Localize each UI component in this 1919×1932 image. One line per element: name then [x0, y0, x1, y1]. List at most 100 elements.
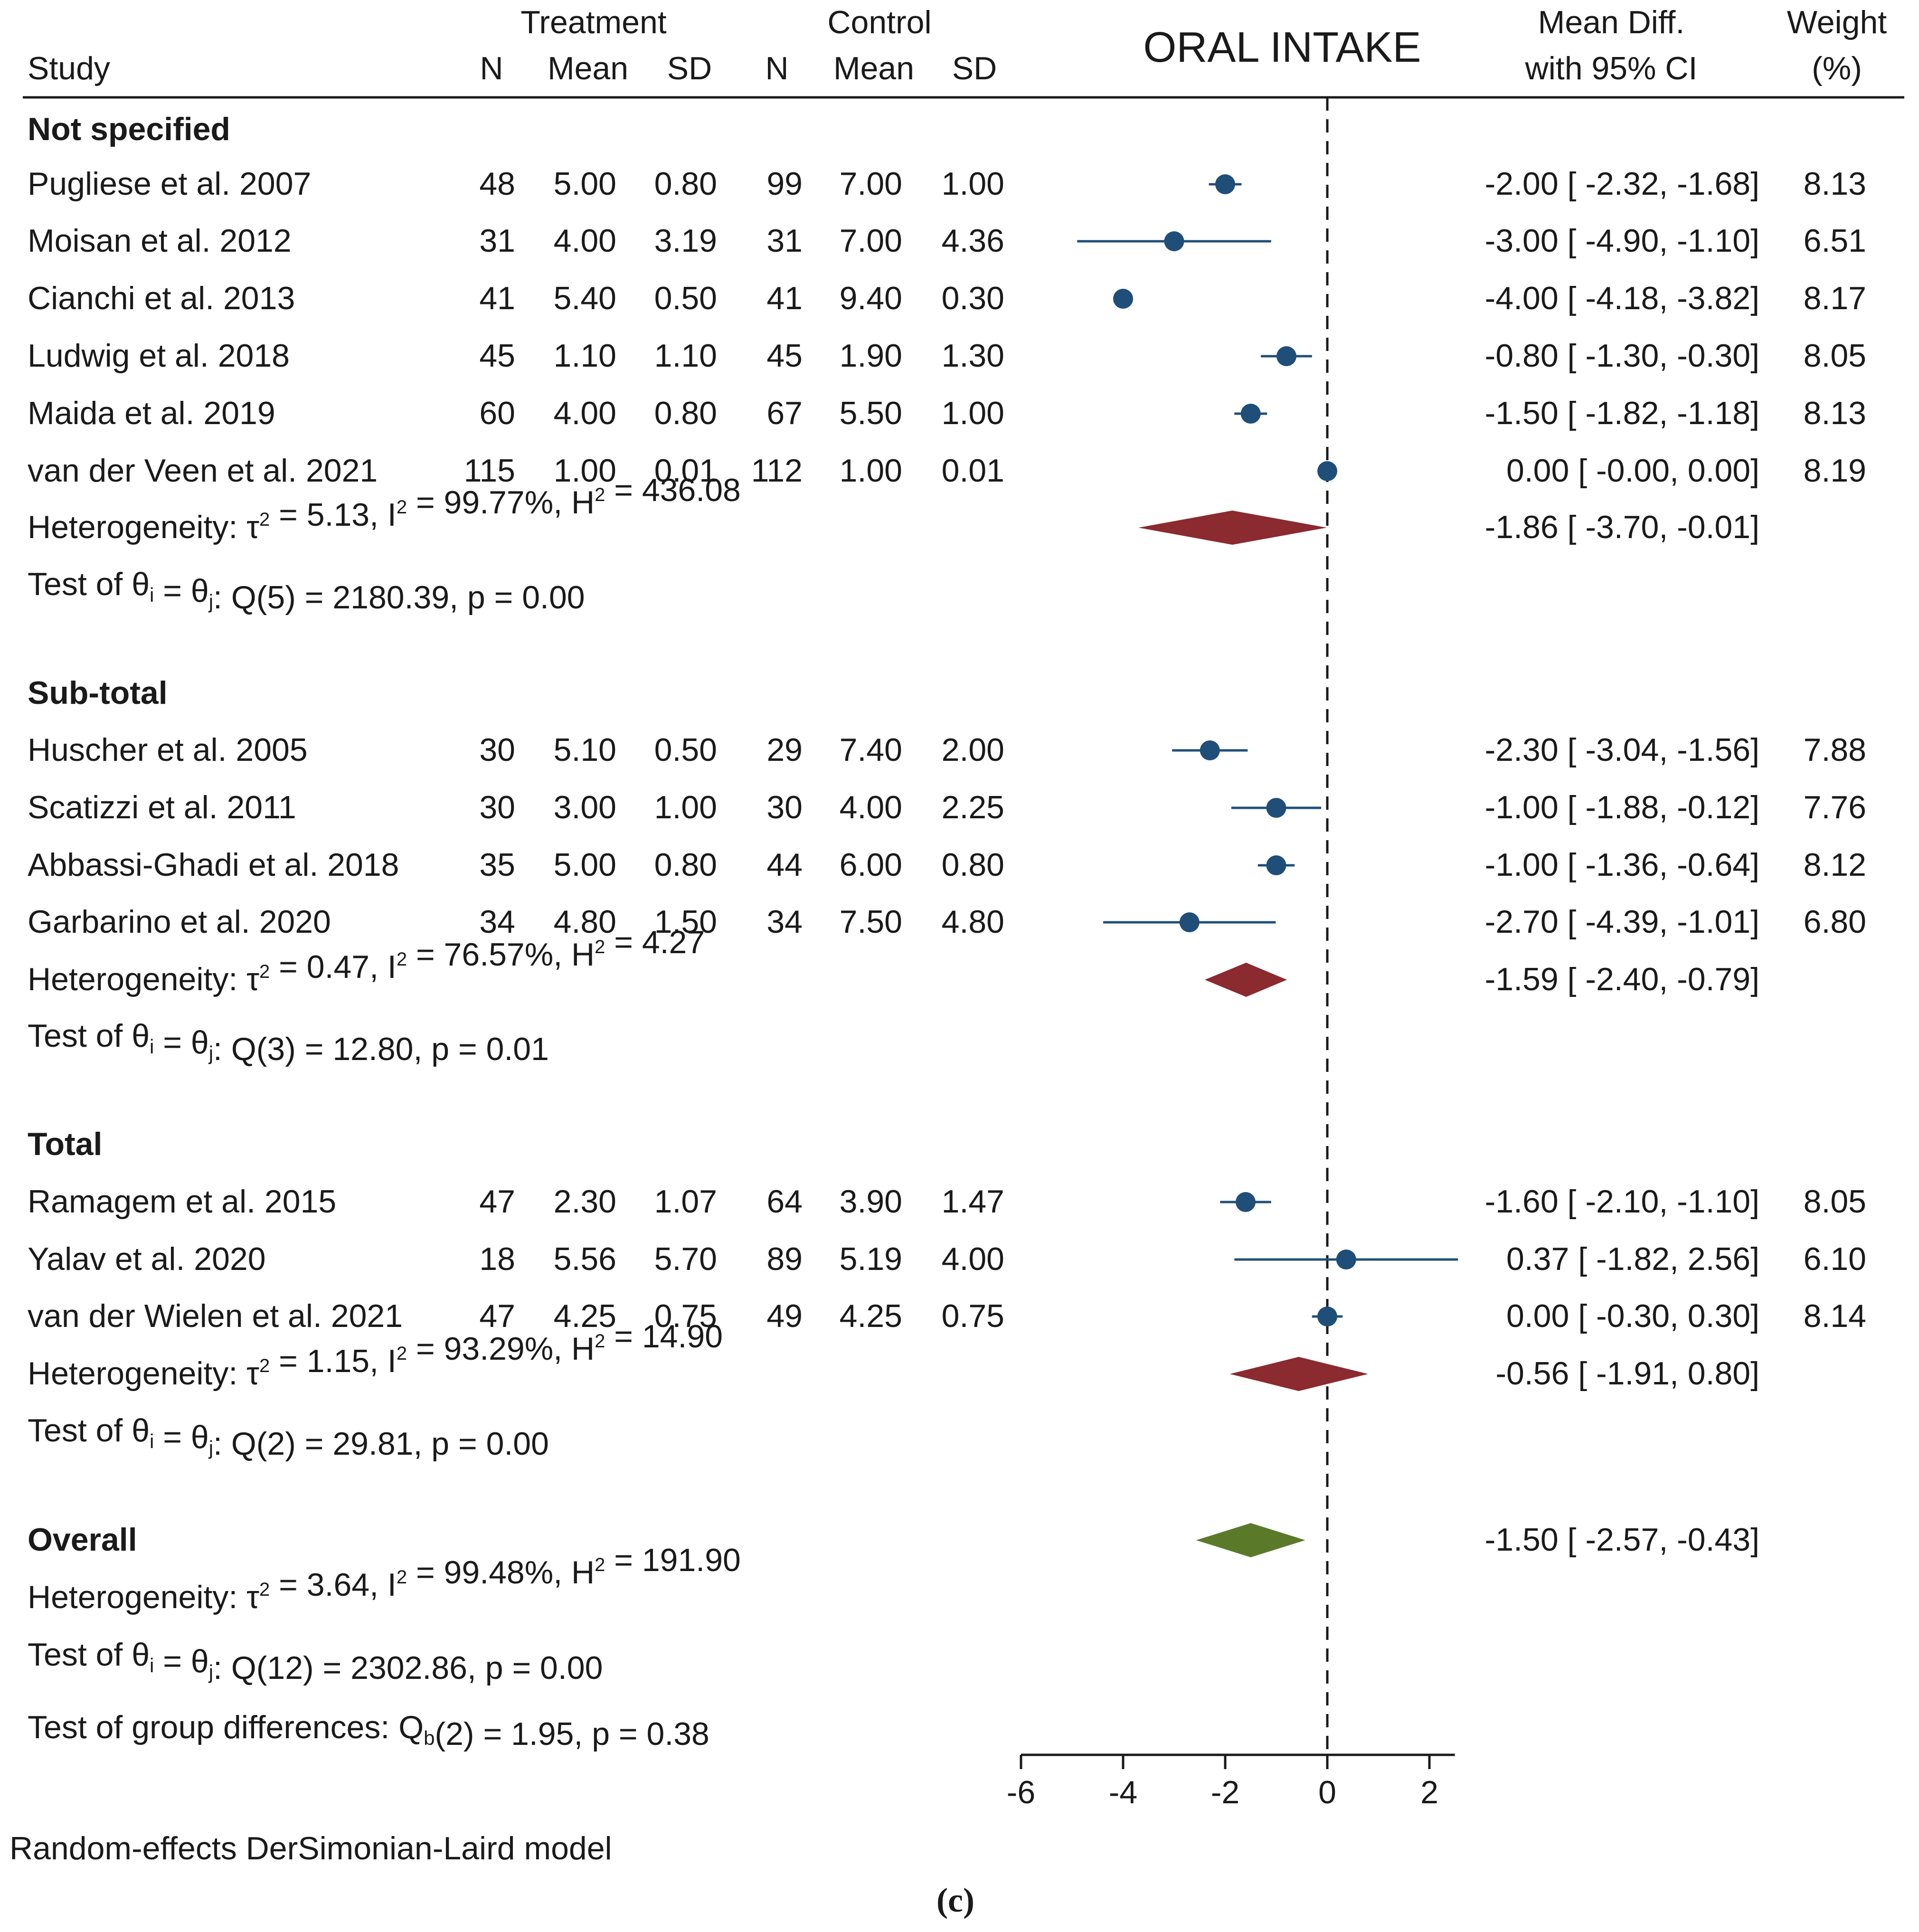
effect-ci-text: -1.50 [ -1.82, -1.18] — [1485, 395, 1759, 431]
study-label: Cianchi et al. 2013 — [28, 280, 295, 316]
treatment-n: 18 — [479, 1241, 515, 1277]
study-point — [1336, 1250, 1356, 1269]
treatment-sd: 5.70 — [654, 1241, 717, 1277]
control-n: 67 — [766, 395, 803, 431]
control-n: 99 — [766, 166, 803, 202]
q-test-text: Test of θi = θj: Q(5) = 2180.39, p = 0.0… — [28, 566, 585, 616]
weight-value: 6.10 — [1804, 1241, 1866, 1277]
treatment-mean: 3.00 — [554, 789, 616, 825]
treatment-sd: 1.10 — [654, 338, 717, 374]
x-axis-tick-label: -6 — [1007, 1774, 1035, 1810]
q-test-text: Test of θi = θj: Q(2) = 29.81, p = 0.00 — [28, 1412, 549, 1462]
weight-value: 6.80 — [1804, 904, 1866, 940]
control-mean-header: Mean — [833, 50, 914, 86]
control-sd: 4.36 — [942, 223, 1004, 259]
study-label: Ramagem et al. 2015 — [28, 1184, 336, 1220]
treatment-mean: 4.00 — [554, 395, 616, 431]
weight-value: 8.12 — [1804, 847, 1866, 883]
weight-value: 8.14 — [1804, 1298, 1866, 1334]
treatment-sd: 1.00 — [654, 789, 717, 825]
heterogeneity-text: Heterogeneity: τ2 = 5.13, I2 = 99.77%, H… — [28, 472, 741, 545]
group-effect-ci-text: -1.86 [ -3.70, -0.01] — [1485, 509, 1759, 545]
treatment-n-header: N — [480, 50, 503, 86]
group-heading: Not specified — [28, 111, 230, 147]
group-diamond — [1229, 1357, 1368, 1391]
treatment-header: Treatment — [520, 4, 666, 40]
effect-ci-text: -1.00 [ -1.36, -0.64] — [1485, 847, 1759, 883]
weight-value: 8.17 — [1804, 280, 1866, 316]
study-point — [1179, 912, 1200, 932]
weight-value: 8.13 — [1804, 166, 1866, 202]
control-mean: 7.50 — [840, 904, 902, 940]
treatment-n: 31 — [479, 223, 515, 259]
panel-label: (c) — [936, 1881, 974, 1919]
effect-ci-text: -2.00 [ -2.32, -1.68] — [1485, 166, 1759, 202]
study-label: van der Veen et al. 2021 — [28, 453, 378, 489]
study-label: van der Wielen et al. 2021 — [28, 1298, 403, 1334]
treatment-sd: 0.80 — [654, 847, 717, 883]
control-mean: 3.90 — [840, 1184, 902, 1220]
effect-ci-text: -2.30 [ -3.04, -1.56] — [1485, 732, 1759, 768]
weight-value: 7.88 — [1804, 732, 1866, 768]
treatment-n: 30 — [479, 732, 515, 768]
control-n: 89 — [766, 1241, 803, 1277]
heterogeneity-text: Heterogeneity: τ2 = 1.15, I2 = 93.29%, H… — [28, 1318, 723, 1392]
control-n: 44 — [766, 847, 803, 883]
overall-diamond — [1196, 1523, 1305, 1557]
treatment-n: 115 — [464, 453, 515, 489]
treatment-mean: 2.30 — [554, 1184, 616, 1220]
effect-ci-text: 0.00 [ -0.00, 0.00] — [1506, 453, 1759, 489]
heterogeneity-text: Heterogeneity: τ2 = 0.47, I2 = 76.57%, H… — [28, 924, 705, 997]
treatment-sd: 0.01 — [654, 453, 717, 489]
control-mean: 5.19 — [840, 1241, 902, 1277]
treatment-n: 47 — [479, 1184, 515, 1220]
control-n: 29 — [766, 732, 803, 768]
q-test-text: Test of θi = θj: Q(3) = 12.80, p = 0.01 — [28, 1018, 549, 1067]
study-point — [1164, 231, 1184, 251]
control-mean: 1.90 — [840, 338, 902, 374]
treatment-mean: 4.25 — [554, 1298, 616, 1334]
group-diamond — [1138, 511, 1327, 545]
treatment-mean: 4.00 — [554, 223, 616, 259]
group-differences-test-text: Test of group differences: Qb(2) = 1.95,… — [28, 1709, 709, 1752]
control-sd: 0.80 — [942, 847, 1004, 883]
treatment-n: 30 — [479, 789, 515, 825]
weight-value: 7.76 — [1804, 789, 1866, 825]
treatment-mean: 5.00 — [554, 166, 616, 202]
study-point — [1215, 174, 1235, 194]
group-diamond — [1205, 963, 1287, 997]
treatment-mean: 5.00 — [554, 847, 616, 883]
overall-effect-ci-text: -1.50 [ -2.57, -0.43] — [1485, 1522, 1759, 1558]
control-mean: 1.00 — [840, 453, 902, 489]
effect-ci-text: 0.00 [ -0.30, 0.30] — [1506, 1298, 1759, 1334]
control-mean: 6.00 — [840, 847, 902, 883]
overall-heterogeneity-text: Heterogeneity: τ2 = 3.64, I2 = 99.48%, H… — [28, 1542, 741, 1615]
treatment-n: 47 — [479, 1298, 515, 1334]
control-mean: 5.50 — [840, 395, 902, 431]
effect-ci-text: -3.00 [ -4.90, -1.10] — [1485, 223, 1759, 259]
control-sd: 4.00 — [942, 1241, 1004, 1277]
weight-value: 6.51 — [1804, 223, 1866, 259]
treatment-mean: 4.80 — [554, 904, 616, 940]
overall-heading: Overall — [28, 1522, 137, 1558]
treatment-sd: 0.80 — [654, 166, 717, 202]
effect-ci-text: -4.00 [ -4.18, -3.82] — [1485, 280, 1759, 316]
control-n-header: N — [765, 50, 788, 86]
x-axis-tick-label: 2 — [1420, 1774, 1438, 1810]
study-point — [1317, 1307, 1337, 1326]
treatment-sd: 0.80 — [654, 395, 717, 431]
control-sd: 0.30 — [942, 280, 1004, 316]
group-effect-ci-text: -1.59 [ -2.40, -0.79] — [1485, 961, 1759, 997]
study-point — [1266, 855, 1286, 875]
control-n: 64 — [766, 1184, 803, 1220]
effect-ci-text: 0.37 [ -1.82, 2.56] — [1506, 1241, 1759, 1277]
chart-title: ORAL INTAKE — [1143, 24, 1421, 71]
weight-value: 8.05 — [1804, 338, 1866, 374]
control-mean: 7.00 — [840, 166, 902, 202]
study-point — [1240, 404, 1261, 424]
weight-header-line2: (%) — [1812, 50, 1862, 86]
control-sd: 1.00 — [942, 395, 1004, 431]
control-sd: 2.25 — [942, 789, 1004, 825]
weight-header-line1: Weight — [1787, 4, 1887, 40]
